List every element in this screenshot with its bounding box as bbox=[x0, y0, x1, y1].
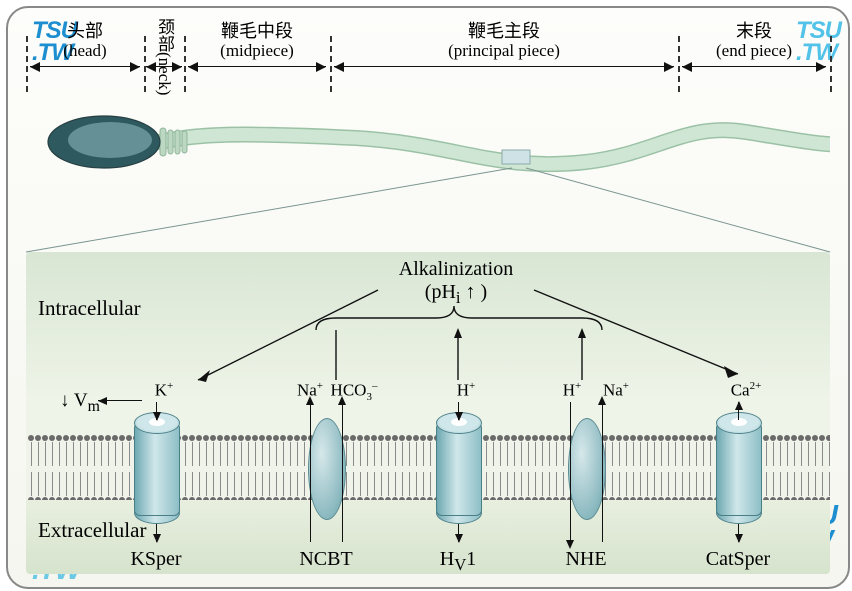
segment-divider bbox=[830, 36, 832, 92]
transport-line bbox=[602, 402, 603, 542]
channel-ksper bbox=[134, 412, 178, 524]
transport-line bbox=[310, 402, 311, 542]
channel-ncbt bbox=[308, 418, 346, 520]
channel-bottom-arrow bbox=[156, 524, 157, 542]
channel-label: CatSper bbox=[688, 548, 788, 571]
transport-line bbox=[570, 402, 571, 542]
channel-nhe bbox=[568, 418, 606, 520]
ion-label: Ca2+ bbox=[716, 380, 776, 401]
extracellular-label: Extracellular bbox=[38, 518, 146, 543]
channel-label: HV1 bbox=[408, 548, 508, 574]
channel-label: KSper bbox=[106, 548, 206, 571]
alk-arrows bbox=[26, 252, 830, 438]
channel-pore-arrow bbox=[156, 402, 157, 420]
channel-label: NCBT bbox=[276, 548, 376, 571]
ion-label: Na+ bbox=[586, 380, 646, 401]
channel-bottom-arrow bbox=[738, 524, 739, 542]
channel-pore-arrow bbox=[458, 402, 459, 420]
ion-label: H+ bbox=[436, 380, 496, 401]
transport-line bbox=[342, 402, 343, 542]
sperm-anatomy-panel: 头部(head)颈部(neck)鞭毛中段(midpiece)鞭毛主段(princ… bbox=[26, 22, 830, 182]
sperm-drawing bbox=[26, 22, 830, 182]
vm-label: ↓ Vm bbox=[60, 390, 100, 416]
membrane-panel: Intracellular Extracellular Alkalinizati… bbox=[26, 252, 830, 574]
channel-hv1 bbox=[436, 412, 480, 524]
ion-label: K+ bbox=[134, 380, 194, 401]
diagram-frame: TSU.TWTSU.TWTSU.TWTSU.TW 头部(head)颈部(neck… bbox=[6, 6, 850, 589]
channel-pore-arrow bbox=[738, 402, 739, 420]
channel-bottom-arrow bbox=[458, 524, 459, 542]
channel-label: NHE bbox=[536, 548, 636, 571]
channel-catsper bbox=[716, 412, 760, 524]
ion-label: HCO3– bbox=[324, 380, 384, 403]
